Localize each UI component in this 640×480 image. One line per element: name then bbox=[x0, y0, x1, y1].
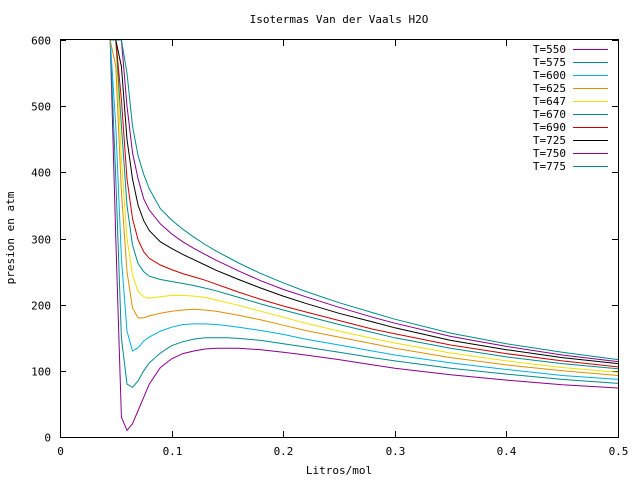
legend-label: T=550 bbox=[533, 43, 566, 56]
legend-label: T=647 bbox=[533, 95, 566, 108]
series-line-t-550 bbox=[109, 40, 618, 432]
series-line-t-775 bbox=[110, 40, 618, 361]
legend-label: T=750 bbox=[533, 147, 566, 160]
x-tick-label: 0.1 bbox=[163, 445, 183, 458]
y-tick-label: 100 bbox=[31, 366, 51, 379]
x-tick-label: 0.2 bbox=[274, 445, 294, 458]
y-axis-label: presion en atm bbox=[4, 191, 17, 284]
y-tick-label: 400 bbox=[31, 167, 51, 180]
series-line-t-625 bbox=[109, 40, 618, 376]
legend-label: T=600 bbox=[533, 69, 566, 82]
series-line-t-575 bbox=[109, 40, 618, 389]
legend-label: T=725 bbox=[533, 134, 566, 147]
x-tick-label: 0.4 bbox=[497, 445, 517, 458]
y-tick-label: 500 bbox=[31, 101, 51, 114]
legend: T=550T=575T=600T=625T=647T=670T=690T=725… bbox=[533, 43, 608, 173]
x-tick-label: 0 bbox=[57, 445, 64, 458]
y-axis: 0 100 200 300 400 500 600 bbox=[31, 35, 618, 445]
y-tick-label: 300 bbox=[31, 234, 51, 247]
legend-label: T=690 bbox=[533, 121, 566, 134]
y-tick-label: 600 bbox=[31, 35, 51, 48]
x-axis-label: Litros/mol bbox=[306, 464, 372, 477]
series-line-t-750 bbox=[110, 40, 618, 363]
chart-title: Isotermas Van der Vaals H2O bbox=[250, 13, 429, 26]
legend-label: T=575 bbox=[533, 56, 566, 69]
y-tick-label: 200 bbox=[31, 300, 51, 313]
series-line-t-670 bbox=[110, 40, 618, 370]
plot-frame bbox=[60, 39, 619, 438]
x-tick-label: 0.3 bbox=[386, 445, 406, 458]
x-tick-label: 0.5 bbox=[609, 445, 629, 458]
series-line-t-690 bbox=[110, 40, 618, 368]
legend-label: T=625 bbox=[533, 82, 566, 95]
series-line-t-600 bbox=[109, 40, 618, 380]
y-tick-label: 0 bbox=[44, 432, 51, 445]
series-line-t-647 bbox=[110, 40, 618, 373]
legend-label: T=775 bbox=[533, 160, 566, 173]
legend-label: T=670 bbox=[533, 108, 566, 121]
plot-series bbox=[109, 40, 618, 432]
x-axis: 0 0.1 0.2 0.3 0.4 0.5 bbox=[57, 40, 628, 458]
series-line-t-725 bbox=[110, 40, 618, 365]
